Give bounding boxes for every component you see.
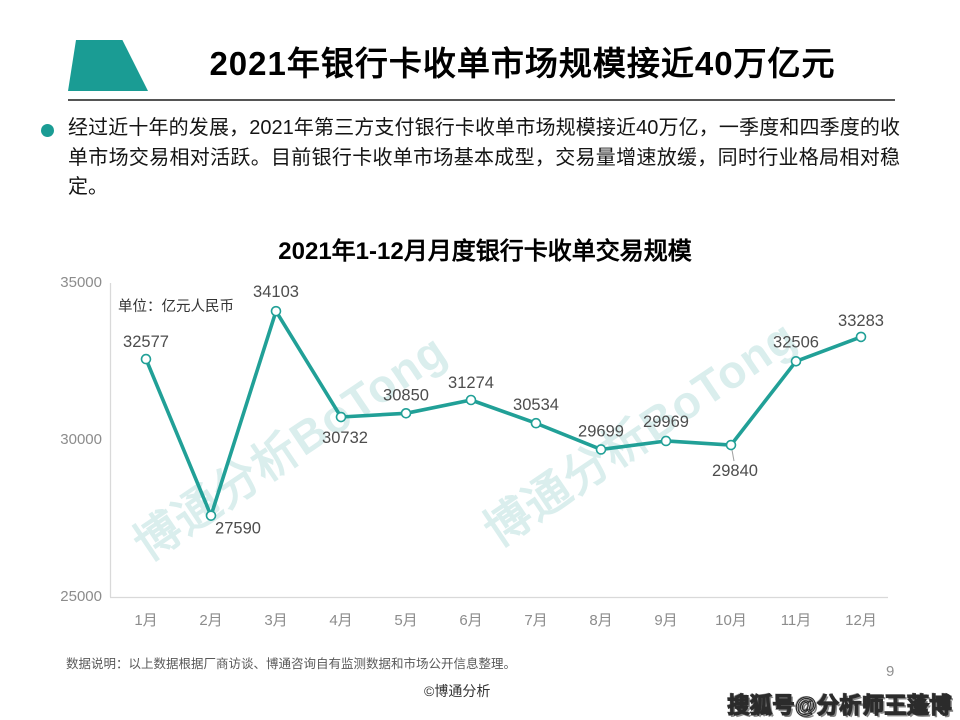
data-label: 29969 [643, 413, 689, 431]
data-label: 31274 [448, 374, 494, 392]
label-leader-line [731, 449, 735, 462]
data-point [335, 411, 347, 423]
data-label: 30850 [383, 386, 429, 404]
data-point [725, 439, 737, 451]
chart-unit-label: 单位：亿元人民币 [118, 299, 234, 315]
x-tick-label: 9月 [654, 612, 677, 629]
data-label: 29699 [578, 422, 624, 440]
data-label: 32577 [123, 333, 169, 351]
data-label: 27590 [215, 520, 261, 538]
data-point [855, 331, 867, 343]
slide-title: 2021年银行卡收单市场规模接近40万亿元 [209, 45, 836, 82]
x-tick-label: 5月 [394, 612, 417, 629]
line-series [144, 309, 863, 518]
bullet-text: 经过近十年的发展，2021年第三方支付银行卡收单市场规模接近40万亿，一季度和四… [68, 117, 900, 198]
y-tick-label: 35000 [60, 274, 102, 291]
x-tick-label: 2月 [199, 612, 222, 629]
y-tick-label: 30000 [60, 431, 102, 448]
data-point [790, 356, 802, 367]
title-underline [68, 99, 895, 101]
data-point [205, 510, 217, 521]
x-tick-label: 6月 [459, 612, 482, 629]
data-source-note: 数据说明：以上数据根据厂商访谈、博通咨询自有监测数据和市场公开信息整理。 [66, 657, 517, 671]
copyright-label: ©博通分析 [424, 683, 491, 699]
data-point [660, 435, 672, 447]
x-tick-label: 10月 [715, 612, 747, 629]
data-label: 30534 [513, 396, 559, 414]
x-tick-label: 11月 [781, 612, 812, 629]
y-tick-label: 25000 [60, 588, 102, 605]
x-tick-label: 4月 [329, 612, 352, 629]
data-point [530, 417, 542, 429]
data-point [270, 305, 282, 317]
data-label: 32506 [773, 333, 819, 351]
data-point [400, 408, 412, 419]
data-label: 34103 [253, 283, 299, 301]
data-point [465, 394, 477, 406]
chart-canvas: 25000 30000 35000 1月 2月 3月 4月 5月 6月 7月 8月 9月 10月 11月 1… [60, 274, 888, 629]
chart-title: 2021年1-12月月度银行卡收单交易规模 [278, 238, 692, 265]
x-tick-label: 7月 [524, 612, 547, 629]
data-label: 29840 [712, 462, 758, 480]
x-tick-label: 8月 [589, 612, 612, 629]
data-point [595, 444, 607, 455]
title-accent-shape [68, 40, 148, 91]
data-label: 33283 [838, 312, 884, 330]
x-tick-label: 3月 [264, 612, 287, 629]
page-number: 9 [886, 663, 895, 680]
x-tick-label: 12月 [845, 612, 877, 629]
data-point [140, 353, 152, 365]
x-tick-label: 1月 [134, 612, 157, 629]
data-label: 30732 [322, 429, 368, 447]
bullet-marker-icon [41, 124, 54, 137]
sohu-account-watermark: 搜狐号@分析师王蓬博 [727, 692, 952, 718]
